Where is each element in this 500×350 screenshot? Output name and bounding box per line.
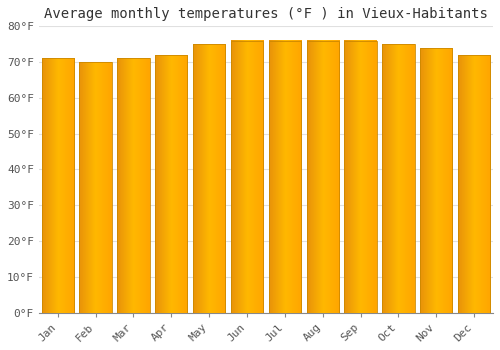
Bar [420, 48, 452, 313]
Bar [382, 44, 414, 313]
Bar [42, 58, 74, 313]
Bar [118, 58, 150, 313]
Bar [458, 55, 490, 313]
Bar [269, 41, 301, 313]
Bar [306, 41, 339, 313]
Bar [344, 41, 376, 313]
Bar [193, 44, 225, 313]
Bar [231, 41, 263, 313]
Title: Average monthly temperatures (°F ) in Vieux-Habitants: Average monthly temperatures (°F ) in Vi… [44, 7, 488, 21]
Bar [155, 55, 188, 313]
Bar [80, 62, 112, 313]
